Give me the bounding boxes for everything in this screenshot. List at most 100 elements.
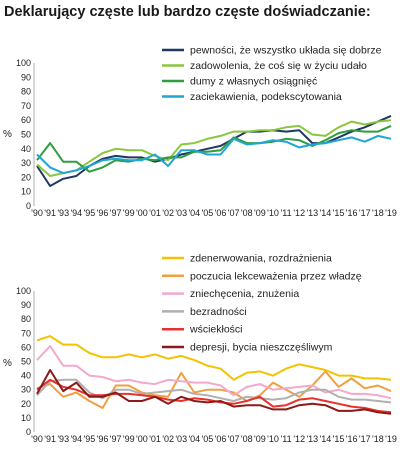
x-tick-label: '09 xyxy=(254,434,266,444)
series-line xyxy=(36,119,392,177)
x-tick-label: '08 xyxy=(241,208,253,218)
x-tick-label: '14 xyxy=(320,434,332,444)
x-tick-label: '93 xyxy=(57,208,69,218)
x-tick-label: '10 xyxy=(267,208,279,218)
x-tick-label: '10 xyxy=(267,434,279,444)
x-tick-label: '05 xyxy=(202,208,214,218)
legend-label: zadowolenia, że coś się w życiu udało xyxy=(190,60,367,72)
series-line xyxy=(36,345,392,400)
y-tick-label: 70 xyxy=(21,328,31,338)
y-tick-label: 60 xyxy=(21,115,31,125)
legend-label: bezradności xyxy=(190,306,247,318)
x-tick-label: '14 xyxy=(320,208,332,218)
legend-label: pewności, że wszystko układa się dobrze xyxy=(190,45,382,57)
legend-label: wściekłości xyxy=(189,324,243,336)
legend-label: zniechęcenia, znużenia xyxy=(190,288,299,300)
series-line xyxy=(36,124,392,173)
x-tick-label: '97 xyxy=(110,434,122,444)
x-tick-label: '94 xyxy=(70,208,82,218)
x-tick-label: '91 xyxy=(44,434,56,444)
x-tick-label: '12 xyxy=(293,434,305,444)
y-axis-label: % xyxy=(3,358,12,369)
x-tick-label: '11 xyxy=(281,434,292,444)
x-tick-label: '05 xyxy=(202,434,214,444)
x-tick-label: '13 xyxy=(306,434,318,444)
y-tick-label: 100 xyxy=(16,58,31,68)
x-tick-label: '02 xyxy=(162,208,174,218)
y-tick-label: 20 xyxy=(21,399,31,409)
y-tick-label: 10 xyxy=(21,187,31,197)
x-tick-label: '03 xyxy=(175,434,187,444)
legend-label: poczucia lekceważenia przez władzę xyxy=(190,270,362,282)
x-tick-label: '07 xyxy=(228,208,240,218)
x-tick-label: '00 xyxy=(136,208,148,218)
series-line xyxy=(36,370,392,409)
x-tick-label: '96 xyxy=(97,208,109,218)
x-tick-label: '95 xyxy=(84,434,96,444)
x-tick-label: '01 xyxy=(149,434,161,444)
x-tick-label: '18 xyxy=(372,434,384,444)
y-tick-label: 80 xyxy=(21,87,31,97)
x-tick-label: '04 xyxy=(188,434,200,444)
x-tick-label: '17 xyxy=(359,208,371,218)
x-tick-label: '91 xyxy=(44,208,56,218)
series-line xyxy=(36,369,392,415)
x-tick-label: '15 xyxy=(333,208,345,218)
legend-label: depresji, bycia nieszczęśliwym xyxy=(190,342,333,354)
y-tick-label: 40 xyxy=(21,144,31,154)
x-tick-label: '95 xyxy=(84,208,96,218)
x-tick-label: '03 xyxy=(175,208,187,218)
x-tick-label: '90 xyxy=(31,208,43,218)
x-tick-label: '11 xyxy=(281,208,292,218)
x-tick-label: '09 xyxy=(254,208,266,218)
y-tick-label: 10 xyxy=(21,413,31,423)
x-tick-label: '02 xyxy=(162,434,174,444)
y-axis-label: % xyxy=(3,129,12,140)
x-tick-label: '93 xyxy=(57,434,69,444)
x-tick-label: '13 xyxy=(306,208,318,218)
y-tick-label: 80 xyxy=(21,314,31,324)
x-tick-label: '97 xyxy=(110,208,122,218)
legend-label: dumy z własnych osiągnięć xyxy=(190,76,317,88)
y-tick-label: 0 xyxy=(26,201,31,211)
x-tick-label: '19 xyxy=(385,434,397,444)
x-tick-label: '96 xyxy=(97,434,109,444)
x-tick-label: '94 xyxy=(70,434,82,444)
legend-label: zdenerwowania, rozdrażnienia xyxy=(190,253,332,265)
y-tick-label: 20 xyxy=(21,172,31,182)
x-tick-label: '08 xyxy=(241,434,253,444)
x-tick-label: '01 xyxy=(149,208,161,218)
y-tick-label: 70 xyxy=(21,101,31,111)
y-tick-label: 50 xyxy=(21,357,31,367)
x-tick-label: '16 xyxy=(346,434,358,444)
x-tick-label: '18 xyxy=(372,208,384,218)
x-tick-label: '16 xyxy=(346,208,358,218)
x-tick-label: '04 xyxy=(188,208,200,218)
y-tick-label: 90 xyxy=(21,300,31,310)
x-tick-label: '00 xyxy=(136,434,148,444)
series-line xyxy=(36,335,392,381)
x-tick-label: '06 xyxy=(215,208,227,218)
x-tick-label: '90 xyxy=(31,434,43,444)
y-tick-label: 0 xyxy=(26,427,31,437)
page-title: Deklarujący częste lub bardzo częste doś… xyxy=(4,4,371,20)
y-tick-label: 30 xyxy=(21,385,31,395)
x-tick-label: '12 xyxy=(293,208,305,218)
x-tick-label: '99 xyxy=(123,208,135,218)
y-tick-label: 60 xyxy=(21,342,31,352)
y-tick-label: 40 xyxy=(21,371,31,381)
x-tick-label: '19 xyxy=(385,208,397,218)
y-tick-label: 30 xyxy=(21,158,31,168)
x-tick-label: '99 xyxy=(123,434,135,444)
x-tick-label: '06 xyxy=(215,434,227,444)
x-tick-label: '17 xyxy=(359,434,371,444)
x-tick-label: '15 xyxy=(333,434,345,444)
y-tick-label: 100 xyxy=(16,286,31,296)
x-tick-label: '07 xyxy=(228,434,240,444)
series-line xyxy=(36,134,392,175)
legend-label: zaciekawienia, podekscytowania xyxy=(190,91,342,103)
y-tick-label: 50 xyxy=(21,130,31,140)
y-tick-label: 90 xyxy=(21,72,31,82)
